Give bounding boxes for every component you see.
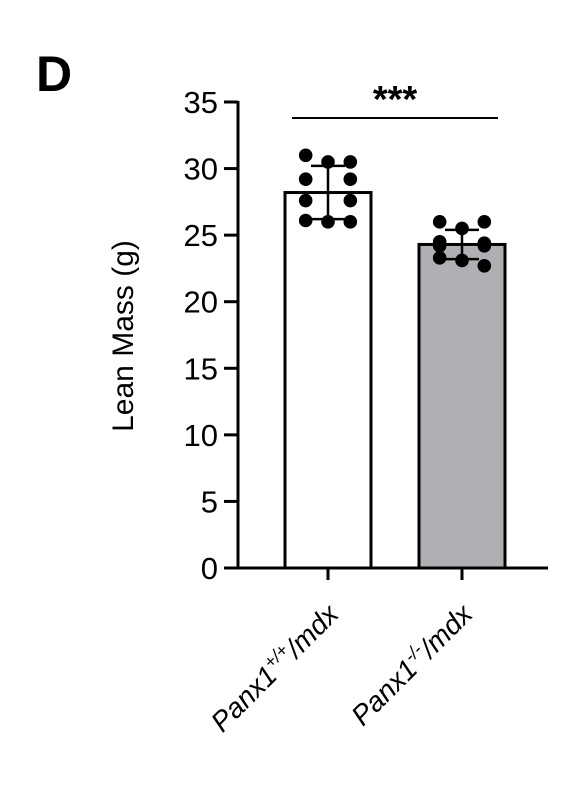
data-point (477, 215, 492, 229)
category-name: Panx1 (205, 660, 283, 738)
data-point (321, 155, 335, 169)
category-name: Panx1 (345, 653, 423, 731)
data-point (432, 215, 447, 229)
data-point (432, 238, 447, 253)
data-point (343, 155, 358, 169)
data-point (432, 250, 447, 265)
y-tick-label: 5 (201, 484, 218, 519)
data-point (343, 193, 358, 208)
data-point (477, 238, 492, 253)
y-tick-label: 15 (184, 351, 218, 386)
data-points (298, 148, 492, 273)
x-category-label: Panx1+/+/mdx (203, 596, 345, 738)
data-point (343, 172, 358, 187)
bar (283, 191, 373, 570)
x-category-label: Panx1-/-/mdx (344, 596, 479, 731)
x-axis-ticks (326, 568, 464, 580)
data-point (298, 193, 313, 208)
significance-label: *** (373, 79, 418, 121)
data-point (298, 172, 313, 187)
bar (417, 242, 507, 570)
y-tick-label: 30 (184, 152, 218, 187)
y-tick-label: 20 (184, 285, 218, 320)
data-point (298, 213, 313, 228)
data-point (455, 253, 469, 268)
y-tick-label: 25 (184, 218, 218, 253)
y-tick-label: 35 (184, 85, 218, 120)
data-point (321, 215, 335, 229)
data-point (455, 221, 469, 236)
y-tick-label: 10 (184, 418, 218, 453)
data-point (477, 258, 492, 273)
y-axis-ticks: 0 5 10 15 20 25 30 35 (184, 85, 238, 586)
panel-label: D (36, 46, 72, 102)
y-tick-label: 0 (201, 551, 218, 586)
bars (283, 191, 507, 570)
data-point (343, 215, 358, 229)
y-axis-title: Lean Mass (g) (107, 240, 140, 432)
data-point (298, 148, 313, 163)
